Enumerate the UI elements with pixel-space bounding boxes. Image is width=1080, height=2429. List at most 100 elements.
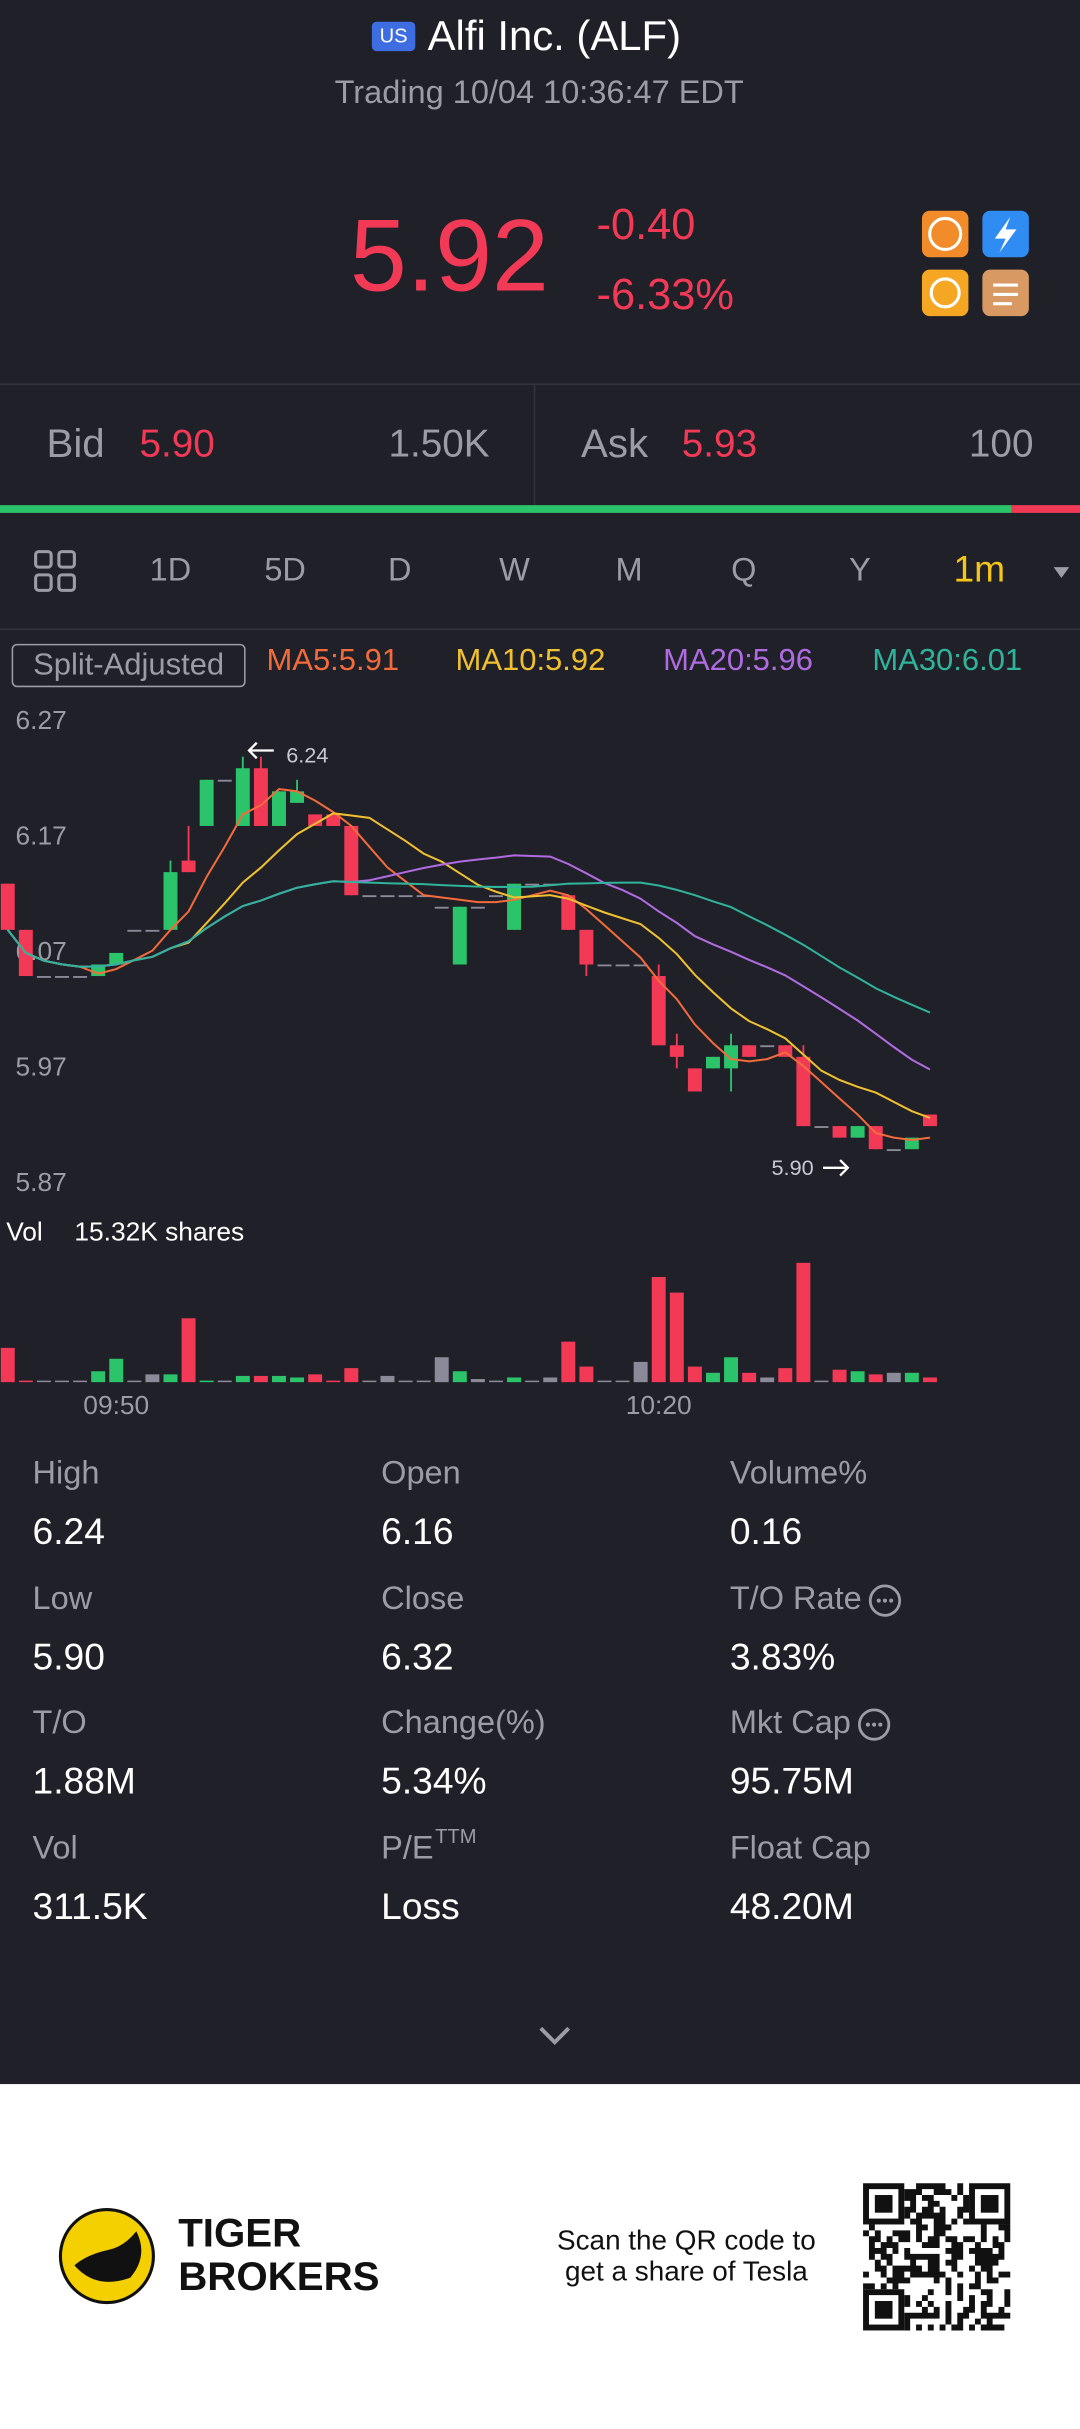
layout-icon[interactable] xyxy=(34,550,76,592)
period-tab[interactable]: Q xyxy=(731,551,756,587)
price-change-pct: -6.33% xyxy=(597,271,734,319)
candle-body xyxy=(489,895,503,898)
last-price: 5.92 xyxy=(350,197,549,312)
candle-body xyxy=(36,976,51,978)
info-icon[interactable] xyxy=(858,1708,891,1741)
candle-body xyxy=(742,1045,757,1057)
volume-bar xyxy=(272,1375,286,1383)
period-tab[interactable]: 1m xyxy=(953,548,1005,590)
candle-body xyxy=(669,1045,684,1057)
ma-line xyxy=(6,880,931,1014)
volume-bar xyxy=(362,1380,377,1383)
info-icon-dot xyxy=(876,1598,881,1603)
stat-label: Low xyxy=(33,1580,93,1616)
volume-bar xyxy=(290,1377,305,1383)
candle-body xyxy=(398,895,413,898)
info-icon[interactable] xyxy=(868,1584,902,1617)
dropdown-arrow[interactable] xyxy=(1053,567,1070,578)
period-tab[interactable]: W xyxy=(499,551,530,587)
icon-glyph xyxy=(929,277,961,309)
bid-label: Bid xyxy=(46,421,104,466)
stat-value: 311.5K xyxy=(33,1885,148,1927)
candle-body xyxy=(452,906,467,965)
volume-bar xyxy=(525,1380,540,1383)
bid-ratio xyxy=(0,505,1012,513)
qr-code xyxy=(863,2183,1011,2331)
candle-body xyxy=(181,860,196,873)
background xyxy=(0,0,1080,2084)
market-badge xyxy=(371,21,416,52)
stat-label: T/O xyxy=(33,1704,87,1740)
stat-value: 48.20M xyxy=(730,1885,854,1927)
candle-body xyxy=(344,825,359,896)
candle-body xyxy=(253,768,268,826)
market-badge-text: US xyxy=(380,26,408,48)
expand-chevron[interactable] xyxy=(539,2026,571,2045)
period-tab[interactable]: D xyxy=(388,551,411,587)
volume-bar xyxy=(669,1292,684,1383)
y-tick-label: 5.97 xyxy=(15,1051,66,1081)
stat-label: P/E xyxy=(381,1830,433,1866)
period-tab[interactable]: Y xyxy=(849,551,871,587)
adjust-box[interactable] xyxy=(11,643,246,688)
adjust-label[interactable]: Split-Adjusted xyxy=(33,646,224,681)
stat-value: 6.24 xyxy=(33,1510,105,1552)
candle-body xyxy=(724,1045,739,1069)
candle-body xyxy=(778,1045,793,1057)
volume-bar xyxy=(579,1366,594,1383)
candle-body xyxy=(579,929,594,965)
info-icon-dot xyxy=(872,1722,877,1727)
ma-label: MA30:6.01 xyxy=(872,642,1022,677)
qr-finder xyxy=(874,2195,893,2213)
stat-label: Float Cap xyxy=(730,1830,871,1866)
volume-bar xyxy=(742,1372,757,1383)
volume-bar xyxy=(145,1374,160,1383)
info-icon-dot xyxy=(865,1722,870,1727)
volume-bar xyxy=(868,1374,883,1383)
volume-bar xyxy=(651,1277,666,1383)
candle-body xyxy=(796,1056,811,1127)
stat-value: 6.32 xyxy=(381,1635,453,1677)
candle-body xyxy=(163,872,178,930)
period-tab[interactable]: 5D xyxy=(264,551,306,587)
volume-bar xyxy=(253,1375,268,1383)
stat-value: Loss xyxy=(381,1885,460,1927)
brand-logo-glyph xyxy=(74,2231,142,2282)
low-arrow xyxy=(823,1159,850,1177)
volume-bar xyxy=(308,1374,323,1383)
candle-body xyxy=(217,779,232,782)
volume-bar xyxy=(543,1377,558,1383)
candle-body xyxy=(651,976,666,1046)
high-marker: 6.24 xyxy=(286,742,328,767)
stat-value: 0.16 xyxy=(730,1510,802,1552)
volume-bar xyxy=(217,1380,232,1383)
volume-bar xyxy=(18,1380,33,1383)
promo-text: get a share of Tesla xyxy=(565,2255,808,2286)
ma-label: MA5:5.91 xyxy=(267,642,400,677)
volume-bar xyxy=(904,1372,919,1383)
period-tab[interactable]: 1D xyxy=(150,551,192,587)
volume-bar xyxy=(489,1380,503,1383)
icon[interactable] xyxy=(921,269,969,317)
volume-bar xyxy=(452,1371,467,1383)
trading-status: Trading 10/04 10:36:47 EDT xyxy=(335,74,744,110)
period-tab[interactable]: M xyxy=(616,551,643,587)
volume-bar xyxy=(127,1380,142,1383)
high-arrow xyxy=(247,741,274,760)
candle-body xyxy=(470,906,485,909)
ma-legend: MA5:5.91 MA10:5.92 MA20:5.96 MA30:6.01 xyxy=(267,642,1023,677)
candle-body xyxy=(886,1149,901,1152)
brand-name: BROKERS xyxy=(178,2254,379,2299)
stat-label: Open xyxy=(381,1455,461,1491)
stat-label-sup: TTM xyxy=(435,1826,476,1848)
candle-body xyxy=(362,895,377,898)
y-tick-label: 6.17 xyxy=(15,820,66,850)
volume-bar xyxy=(73,1380,88,1383)
candle-body xyxy=(705,1056,720,1069)
candle-body xyxy=(326,814,341,826)
ask-ratio xyxy=(1011,505,1080,513)
volume-bar xyxy=(416,1380,431,1383)
candle-body xyxy=(91,964,106,977)
stat-label: Close xyxy=(381,1580,464,1616)
